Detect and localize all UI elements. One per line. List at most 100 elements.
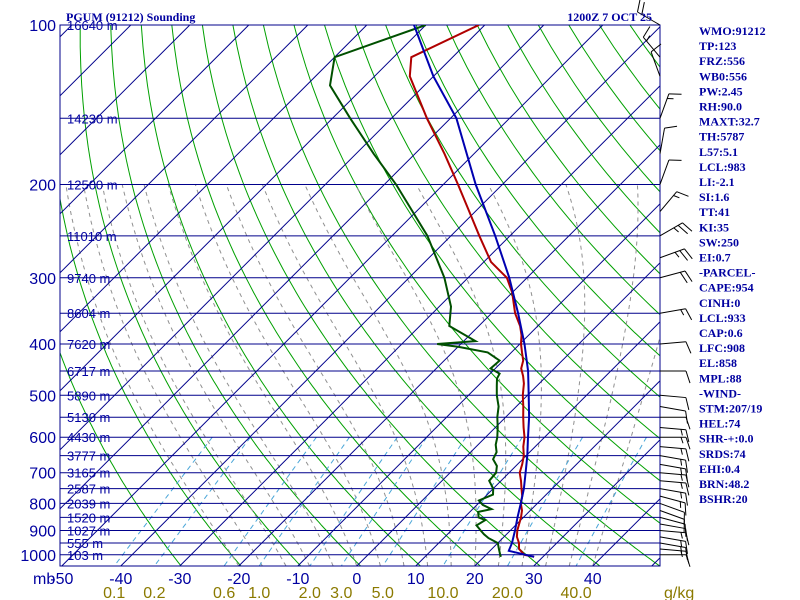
mixing-ratio-tick-label: 0.2 — [143, 585, 165, 600]
barb-flag — [641, 2, 645, 15]
mixing-ratio-tick-label: 1.0 — [248, 585, 270, 600]
barb-flag — [685, 547, 688, 561]
index-item: LCL:933 — [699, 311, 746, 325]
barb-staff — [659, 93, 670, 119]
parcel-line — [413, 25, 535, 558]
moist-adiabats — [65, 184, 660, 566]
wind-barb — [659, 125, 678, 154]
barb-staff — [659, 516, 686, 525]
moist-adiabat — [355, 184, 477, 566]
wind-barb — [659, 270, 693, 284]
wind-barb — [650, 43, 662, 77]
barb-staff — [659, 394, 686, 399]
index-item: SRDS:74 — [699, 447, 746, 461]
moist-adiabat — [545, 184, 586, 566]
height-label: 8604 m — [67, 306, 110, 321]
index-item: L57:5.1 — [699, 145, 738, 159]
mixing-ratio-line — [309, 436, 398, 566]
wind-barb — [659, 394, 690, 410]
wind-barb — [659, 488, 688, 506]
mixing-ratio-line — [340, 436, 428, 566]
index-item: BSHR:20 — [699, 492, 748, 506]
height-label: 14230 m — [67, 111, 118, 126]
dry-adiabat — [140, 25, 421, 566]
height-label: 12500 m — [67, 178, 118, 193]
barb-flag — [684, 502, 687, 516]
pressure-tick-label: 600 — [29, 430, 56, 447]
barb-staff — [659, 341, 686, 345]
barb-staff — [659, 523, 686, 530]
height-label: 16640 m — [67, 18, 118, 33]
mixing-ratio-line — [258, 436, 350, 566]
height-label: 5130 m — [67, 410, 110, 425]
barb-staff — [650, 51, 661, 77]
dry-adiabat — [568, 25, 660, 152]
isotherm — [60, 25, 368, 333]
moist-adiabat — [261, 184, 429, 566]
barb-half-flag — [680, 429, 683, 436]
isotherm — [356, 262, 660, 566]
isotherm — [60, 25, 309, 274]
moist-adiabat — [194, 184, 381, 566]
wind-barb — [636, 0, 661, 26]
temperature-tick-label: 30 — [525, 571, 543, 588]
barb-staff — [659, 495, 686, 504]
isotherm — [297, 203, 660, 566]
barb-flag — [642, 26, 651, 38]
index-item: LI:-2.1 — [699, 175, 735, 189]
dry-adiabat — [752, 25, 800, 566]
moist-adiabat — [83, 184, 263, 566]
moist-adiabat — [143, 184, 334, 566]
barb-staff — [659, 488, 686, 494]
wind-barb — [660, 436, 691, 450]
moist-adiabat — [121, 184, 311, 566]
isotherm — [61, 25, 604, 566]
isotherms — [60, 25, 660, 566]
wind-barb — [659, 93, 682, 119]
barb-staff — [659, 248, 685, 259]
isotherm — [60, 25, 132, 97]
index-item: CAP:0.6 — [699, 326, 743, 340]
index-item: SI:1.6 — [699, 190, 729, 204]
mixing-ratio-tick-label: 2.0 — [299, 585, 321, 600]
isotherm — [60, 25, 486, 451]
temperature-tick-label: -10 — [286, 571, 309, 588]
barb-flag — [685, 448, 690, 462]
mixing-ratio-tick-label: 40.0 — [561, 585, 592, 600]
barb-flag — [685, 541, 688, 554]
barb-staff — [659, 308, 686, 314]
index-item: WMO:91212 — [699, 24, 766, 38]
wind-barb — [659, 222, 693, 237]
mixing-ratio-tick-label: 20.0 — [492, 585, 523, 600]
moist-adiabat — [592, 335, 660, 566]
wind-barb — [659, 455, 688, 473]
barb-staff — [659, 536, 686, 542]
index-item: EI:0.7 — [699, 251, 731, 265]
isotherm — [533, 439, 660, 566]
barb-staff — [659, 510, 685, 520]
height-label: 6717 m — [67, 364, 110, 379]
wind-barb — [659, 426, 690, 443]
pressure-unit-label: mb — [33, 571, 55, 588]
mixing-ratio-labels: 0.1 0.2 0.6 1.0 2.0 3.0 5.0 10.0 20.0 40.0 — [103, 585, 592, 600]
pressure-tick-label: 200 — [29, 178, 56, 195]
index-item: HEL:74 — [699, 417, 740, 431]
barb-staff — [659, 455, 686, 461]
barb-staff — [659, 463, 686, 470]
barb-half-flag — [680, 437, 684, 444]
dry-adiabat — [507, 25, 660, 234]
wind-barb — [659, 406, 688, 424]
index-item: BRN:48.2 — [699, 477, 749, 491]
wind-barb — [659, 308, 693, 321]
barb-staff — [659, 222, 683, 237]
height-label: 1027 m — [67, 524, 110, 539]
barb-staff — [659, 270, 686, 279]
barb-staff — [659, 406, 686, 412]
pressure-tick-label: 400 — [29, 337, 56, 354]
wind-barb — [659, 480, 690, 496]
isotherm — [120, 26, 660, 566]
dewpoint-line — [328, 25, 502, 558]
dry-adiabat — [60, 196, 242, 566]
pressure-tick-label: 100 — [29, 18, 56, 35]
barb-flag — [685, 460, 688, 473]
